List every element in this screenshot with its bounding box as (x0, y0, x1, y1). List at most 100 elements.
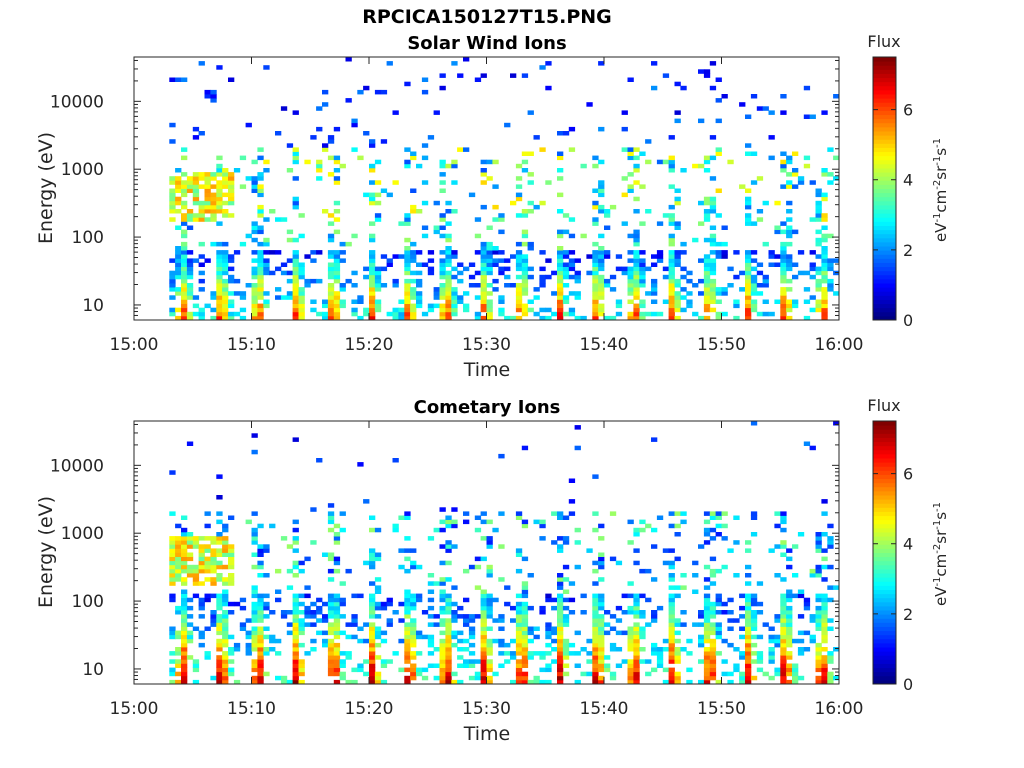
spectrogram-cell (797, 614, 805, 619)
spectrogram-cell (815, 651, 822, 656)
spectrogram-cell (562, 250, 570, 255)
spectrogram-cell (480, 593, 487, 599)
spectrogram-cell (333, 647, 341, 652)
spectrogram-cell (251, 511, 258, 516)
spectrogram-cell (369, 630, 376, 636)
spectrogram-cell (674, 638, 681, 644)
spectrogram-cell (228, 291, 235, 296)
spectrogram-cell (557, 262, 564, 267)
spectrogram-cell (833, 675, 840, 681)
spectrogram-cell (216, 295, 223, 300)
spectrogram-cell (404, 303, 411, 309)
spectrogram-cell (674, 196, 681, 202)
spectrogram-cell (598, 618, 605, 623)
spectrogram-cell (251, 291, 258, 296)
spectrogram-cell (251, 299, 258, 304)
spectrogram-cell (204, 556, 211, 562)
spectrogram-cell (662, 159, 670, 165)
spectrogram-cell (369, 634, 376, 640)
spectrogram-cell (222, 622, 229, 627)
spectrogram-cell (709, 667, 717, 673)
spectrogram-cell (216, 172, 223, 177)
spectrogram-cell (251, 540, 258, 545)
spectrogram-cell (257, 659, 264, 664)
spectrogram-cell (327, 274, 335, 280)
spectrogram-cell (322, 552, 329, 557)
spectrogram-cell (709, 237, 717, 243)
spectrogram-cell (592, 679, 599, 685)
spectrogram-cell (809, 614, 816, 619)
spectrogram-cell (651, 651, 658, 656)
spectrogram-cell (474, 77, 482, 82)
spectrogram-cell (515, 568, 523, 574)
spectrogram-cell (175, 270, 182, 276)
spectrogram-cell (674, 585, 681, 590)
spectrogram-cell (703, 155, 711, 161)
spectrogram-cell (557, 630, 564, 636)
colorbar-tick-label: 4 (903, 535, 913, 554)
spectrogram-cell (715, 315, 722, 321)
spectrogram-cell (463, 291, 470, 296)
spectrogram-cell (633, 597, 640, 603)
spectrogram-cell (292, 519, 299, 525)
spectrogram-cell (656, 311, 664, 317)
spectrogram-cell (633, 601, 640, 607)
spectrogram-cell (668, 618, 675, 623)
spectrogram-cell (786, 315, 793, 321)
spectrogram-cell (333, 274, 341, 280)
spectrogram-cell (245, 651, 252, 656)
spectrogram-cell (756, 106, 764, 111)
spectrogram-cell (251, 536, 258, 541)
spectrogram-cell (574, 630, 581, 636)
spectrogram-cell (668, 270, 675, 276)
spectrogram-cell (668, 564, 675, 570)
spectrogram-cell (257, 597, 264, 603)
spectrogram-cell (369, 291, 376, 296)
spectrogram-cell (363, 311, 370, 317)
spectrogram-cell (545, 667, 552, 673)
spectrogram-cell (392, 311, 399, 317)
spectrogram-cell (186, 180, 194, 185)
spectrogram-cell (674, 511, 681, 516)
spectrogram-cell (821, 213, 828, 218)
spectrogram-cell (286, 610, 294, 615)
spectrogram-cell (175, 659, 182, 664)
spectrogram-cell (668, 601, 675, 607)
spectrogram-cell (445, 519, 452, 525)
spectrogram-cell (821, 597, 828, 603)
spectrogram-cell (686, 679, 693, 685)
spectrogram-cell (498, 577, 505, 582)
spectrogram-cell (304, 585, 311, 590)
spectrogram-cell (169, 573, 176, 578)
spectrogram-cell (780, 642, 787, 648)
spectrogram-cell (645, 311, 652, 317)
spectrogram-cell (703, 577, 711, 582)
spectrogram-cell (803, 647, 811, 652)
spectrogram-cell (703, 675, 711, 681)
spectrogram-cell (439, 622, 446, 627)
spectrogram-cell (310, 307, 317, 313)
spectrogram-cell (821, 299, 828, 304)
spectrogram-cell (527, 151, 534, 156)
colorbar-segment (873, 679, 896, 685)
spectrogram-cell (627, 155, 634, 161)
spectrogram-cell (357, 593, 364, 599)
spectrogram-cell (280, 262, 288, 267)
spectrogram-cell (257, 560, 264, 566)
colorbar-segment (873, 527, 896, 533)
spectrogram-cell (580, 610, 587, 615)
spectrogram-cell (756, 634, 764, 640)
spectrogram-cell (486, 299, 493, 304)
colorbar-segment (873, 478, 896, 484)
spectrogram-cell (322, 311, 329, 317)
spectrogram-cell (709, 647, 717, 652)
spectrogram-cell (668, 184, 675, 189)
spectrogram-cell (181, 564, 188, 570)
spectrogram-cell (598, 233, 605, 239)
spectrogram-cell (216, 163, 223, 169)
spectrogram-cell (545, 630, 552, 636)
spectrogram-cell (568, 274, 576, 280)
spectrogram-cell (815, 213, 822, 218)
spectrogram-cell (216, 577, 223, 582)
spectrogram-cell (703, 638, 711, 644)
